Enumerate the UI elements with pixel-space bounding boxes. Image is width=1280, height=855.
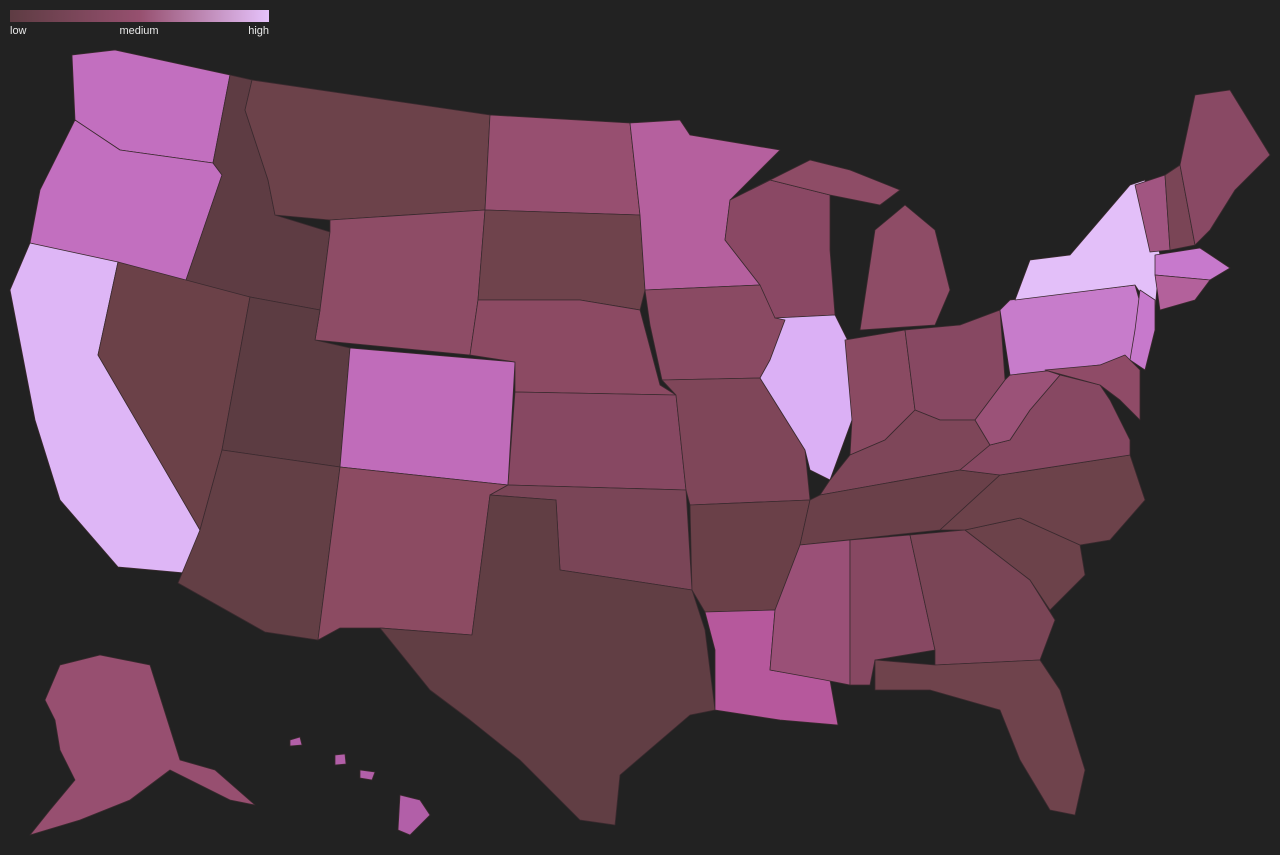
state	[484, 114, 641, 216]
state	[244, 79, 491, 221]
state	[314, 209, 486, 356]
state	[859, 204, 951, 331]
legend-label: low	[10, 25, 27, 37]
state	[644, 284, 786, 381]
state	[29, 654, 256, 836]
state	[1179, 89, 1271, 246]
state	[507, 391, 687, 491]
state	[379, 494, 716, 826]
legend-bar	[10, 10, 269, 22]
state	[874, 659, 1086, 816]
state	[1154, 247, 1231, 281]
legend-label: high	[248, 25, 269, 37]
state	[477, 209, 646, 311]
state	[1044, 354, 1141, 421]
state	[289, 736, 431, 836]
state	[1154, 274, 1211, 311]
legend-label: medium	[119, 25, 158, 37]
states	[9, 49, 1271, 836]
state	[339, 347, 516, 486]
state	[749, 159, 901, 206]
state	[1129, 289, 1156, 371]
state	[974, 369, 1061, 446]
